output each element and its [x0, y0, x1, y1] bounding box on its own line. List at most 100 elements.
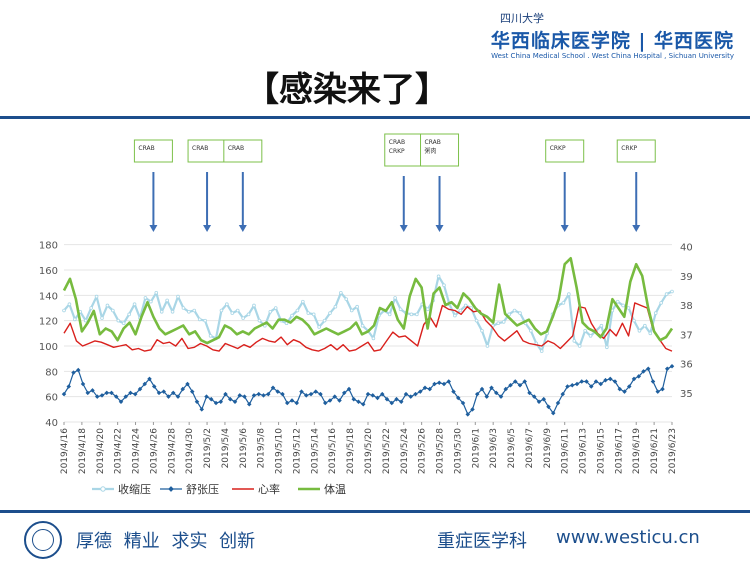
data-point-systolic — [241, 316, 245, 320]
data-point-systolic — [409, 312, 414, 317]
data-point-diastolic — [275, 389, 281, 394]
data-point-diastolic — [394, 396, 399, 402]
data-point-diastolic — [189, 389, 195, 394]
legend-label-diastolic: 舒张压 — [186, 482, 219, 496]
data-point-systolic — [127, 312, 131, 317]
data-point-diastolic — [555, 400, 561, 406]
annotation-arrowhead — [149, 225, 158, 232]
data-point-systolic — [626, 306, 631, 310]
data-point-systolic — [567, 292, 571, 296]
data-point-diastolic — [227, 396, 233, 402]
x-tick-label: 2019/6/11 — [561, 428, 571, 474]
legend-label-heart-rate: 心率 — [258, 482, 280, 496]
x-tick-label: 2019/5/18 — [346, 428, 356, 474]
footer-url[interactable]: www.westicu.cn — [556, 527, 700, 548]
annotation-label: CRKP — [550, 145, 566, 152]
data-point-diastolic — [261, 393, 266, 398]
data-point-diastolic — [626, 384, 632, 389]
data-point-systolic — [458, 308, 463, 313]
data-point-systolic — [132, 302, 137, 307]
x-tick-label: 2019/5/22 — [382, 428, 392, 474]
x-tick-label: 2019/4/28 — [167, 428, 177, 474]
annotation-arrowhead — [632, 225, 641, 232]
data-point-systolic — [154, 291, 159, 295]
data-point-diastolic — [313, 389, 319, 394]
data-point-diastolic — [655, 389, 661, 394]
data-point-systolic — [599, 323, 604, 328]
data-point-systolic — [561, 301, 566, 305]
data-point-systolic — [387, 312, 392, 317]
data-point-diastolic — [223, 391, 228, 397]
annotation-label: CRAB — [425, 139, 441, 146]
x-tick-label: 2019/5/2 — [203, 428, 213, 468]
data-point-systolic — [398, 307, 403, 312]
data-point-systolic — [225, 302, 229, 307]
data-point-diastolic — [598, 381, 604, 387]
data-point-diastolic — [379, 391, 385, 397]
legend-label-systolic: 收缩压 — [118, 482, 151, 496]
data-point-diastolic — [360, 402, 366, 407]
data-point-systolic — [322, 318, 327, 323]
data-point-diastolic — [579, 379, 585, 384]
x-tick-label: 2019/6/7 — [525, 428, 535, 468]
data-point-diastolic — [365, 391, 371, 397]
x-tick-label: 2019/4/22 — [114, 428, 124, 474]
data-point-diastolic — [622, 389, 627, 394]
data-point-systolic — [181, 306, 186, 310]
y-left-tick-label: 120 — [39, 317, 58, 328]
data-point-diastolic — [180, 386, 186, 392]
data-point-diastolic — [479, 386, 485, 392]
x-tick-label: 2019/5/14 — [310, 428, 320, 474]
data-point-diastolic — [503, 386, 509, 392]
data-point-diastolic — [436, 380, 442, 385]
data-point-diastolic — [574, 381, 580, 387]
x-tick-label: 2019/5/30 — [453, 428, 463, 474]
annotation-arrowhead — [560, 225, 569, 232]
data-point-diastolic — [104, 390, 110, 396]
data-point-systolic — [643, 323, 647, 328]
y-right-tick-label: 39 — [680, 272, 693, 283]
data-point-systolic — [577, 344, 582, 348]
annotation-arrowhead — [435, 225, 444, 232]
data-point-diastolic — [370, 393, 376, 398]
data-point-systolic — [170, 310, 175, 314]
x-tick-label: 2019/4/30 — [185, 428, 195, 474]
y-right-tick-label: 40 — [680, 243, 693, 254]
annotation-box — [133, 139, 173, 163]
data-point-diastolic — [607, 376, 613, 382]
data-point-systolic — [143, 296, 148, 300]
legend-label-temperature: 体温 — [324, 482, 346, 496]
data-point-diastolic — [246, 402, 252, 407]
x-tick-label: 2019/5/20 — [364, 428, 374, 474]
data-point-diastolic — [166, 394, 171, 399]
hospital-logo: 四川大学 华西临床医学院 | 华西医院 West China Medical S… — [434, 10, 734, 70]
data-point-diastolic — [289, 398, 295, 403]
x-tick-label: 2019/6/5 — [507, 428, 517, 468]
data-point-systolic — [149, 299, 153, 304]
data-point-systolic — [295, 308, 300, 313]
data-point-systolic — [197, 317, 202, 322]
data-point-systolic — [507, 312, 511, 317]
data-point-systolic — [501, 320, 506, 324]
data-point-diastolic — [332, 394, 338, 399]
y-left-tick-label: 180 — [39, 241, 58, 252]
data-point-diastolic — [237, 393, 243, 398]
data-point-diastolic — [185, 381, 190, 387]
data-point-diastolic — [251, 393, 257, 398]
footer-motto: 厚德 精业 求实 创新 — [76, 531, 256, 552]
hospital-name-english: West China Medical School . West China H… — [491, 52, 734, 60]
data-point-systolic — [67, 302, 72, 307]
x-tick-label: 2019/5/24 — [400, 428, 410, 474]
data-point-systolic — [360, 323, 365, 328]
data-point-systolic — [518, 311, 522, 315]
data-point-diastolic — [669, 364, 675, 369]
data-point-diastolic — [341, 390, 347, 396]
data-point-systolic — [621, 303, 625, 308]
data-point-diastolic — [569, 383, 575, 388]
data-point-diastolic — [161, 389, 167, 394]
annotation-box — [420, 133, 460, 167]
data-point-diastolic — [512, 379, 518, 384]
data-point-systolic — [100, 316, 104, 320]
x-tick-label: 2019/6/19 — [632, 428, 642, 474]
data-point-diastolic — [484, 394, 490, 399]
